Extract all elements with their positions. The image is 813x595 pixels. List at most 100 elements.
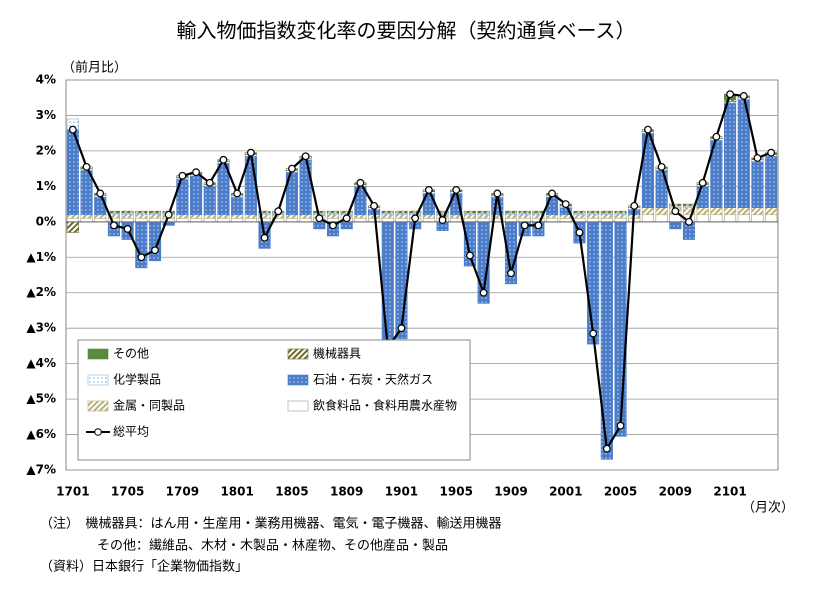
total-marker <box>575 228 584 237</box>
legend-swatch <box>287 400 309 412</box>
total-marker <box>630 201 639 210</box>
bar-segment <box>463 221 476 267</box>
total-marker <box>493 189 502 198</box>
bar-segment <box>559 217 572 223</box>
bar-segment <box>751 161 764 208</box>
note: （資料）日本銀行「企業物価指数」 <box>40 559 248 575</box>
bar-segment <box>532 210 545 214</box>
bar-segment <box>669 203 682 207</box>
total-marker <box>466 251 474 260</box>
legend-swatch <box>87 374 109 386</box>
bar-segment <box>518 217 531 223</box>
total-marker <box>411 214 420 223</box>
x-tick-label: 1709 <box>166 485 199 499</box>
y-tick-label: 2% <box>36 143 56 157</box>
bar-segment <box>614 221 627 437</box>
y-tick-label: ▲5% <box>26 392 56 406</box>
total-marker <box>589 329 598 338</box>
y-tick-label: ▲2% <box>26 285 56 299</box>
chart-title: 輸入物価指数変化率の要因分解（契約通貨ベース） <box>177 19 636 43</box>
y-tick-label: ▲3% <box>26 321 56 335</box>
total-marker <box>534 221 543 230</box>
bar-segment <box>94 196 107 216</box>
bar-segment <box>299 214 312 219</box>
total-marker <box>274 207 283 216</box>
bar-segment <box>203 186 216 216</box>
x-axis-label: （月次） <box>742 500 794 516</box>
bar-segment <box>66 217 79 223</box>
bar-segment <box>381 210 394 214</box>
total-marker <box>178 171 187 180</box>
legend-swatch <box>287 348 309 360</box>
bar-segment <box>340 221 353 230</box>
bar-segment <box>409 210 422 214</box>
legend-label: その他 <box>113 347 149 361</box>
bar-segment <box>203 214 216 219</box>
bar-segment <box>600 214 613 219</box>
legend-label: 石油・石炭・天然ガス <box>313 372 433 387</box>
y-tick-label: ▲7% <box>26 463 56 477</box>
total-marker <box>246 148 255 157</box>
bar-segment <box>190 217 203 223</box>
bar-segment <box>655 207 668 216</box>
x-tick-label: 2101 <box>713 485 746 499</box>
total-marker <box>438 216 447 224</box>
bar-segment <box>135 210 148 214</box>
x-tick-label: 1905 <box>440 485 473 499</box>
bar-segment <box>162 217 175 223</box>
bar-segment <box>299 217 312 223</box>
total-marker <box>698 178 707 187</box>
bar-segment <box>450 214 463 219</box>
bar-segment <box>724 214 737 223</box>
total-marker <box>479 288 488 297</box>
bar-segment <box>559 214 572 219</box>
bar-segment <box>395 210 408 214</box>
total-marker <box>507 269 515 278</box>
total-marker <box>329 221 337 230</box>
total-marker <box>753 154 762 162</box>
bar-segment <box>504 217 518 223</box>
bar-segment <box>436 210 449 214</box>
bar-segment <box>395 217 408 223</box>
bar-segment <box>587 210 600 214</box>
bar-segment <box>724 207 737 216</box>
total-marker <box>561 200 570 208</box>
bar-segment <box>66 214 79 219</box>
bar-segment <box>326 217 340 223</box>
bar-segment <box>600 217 613 223</box>
legend-swatch <box>87 348 109 360</box>
bar-segment <box>299 159 312 216</box>
bar-segment <box>655 170 668 208</box>
legend-swatch <box>87 400 109 412</box>
total-marker <box>602 444 611 453</box>
x-tick-label: 1801 <box>220 485 253 499</box>
y-tick-label: 3% <box>36 108 56 122</box>
bar-segment <box>395 214 408 219</box>
bar-segment <box>614 214 627 219</box>
total-marker <box>82 162 91 171</box>
total-marker <box>424 186 433 194</box>
bar-segment <box>463 214 476 219</box>
bar-segment <box>66 221 79 233</box>
bar-segment <box>354 214 367 219</box>
x-tick-label: 1901 <box>385 485 418 499</box>
bar-segment <box>231 196 244 216</box>
legend-swatch <box>287 374 309 386</box>
y-tick-label: 4% <box>36 73 56 87</box>
bar-segment <box>710 214 723 223</box>
total-marker <box>151 246 159 255</box>
total-marker <box>548 189 556 198</box>
bar-segment <box>121 214 134 219</box>
bar-segment <box>477 214 490 219</box>
legend-label: 金属・同製品 <box>113 398 185 413</box>
note: その他：繊維品、木材・木製品・林産物、その他産品・製品 <box>97 538 448 554</box>
total-marker <box>342 214 351 223</box>
bar-segment <box>587 217 600 223</box>
bar-segment <box>532 217 545 223</box>
bar-segment <box>203 217 216 223</box>
bar-segment <box>641 132 654 208</box>
bar-segment <box>422 217 435 223</box>
y-axis-label: （前月比） <box>62 60 127 76</box>
bar-segment <box>573 214 586 219</box>
bar-segment <box>463 217 476 223</box>
